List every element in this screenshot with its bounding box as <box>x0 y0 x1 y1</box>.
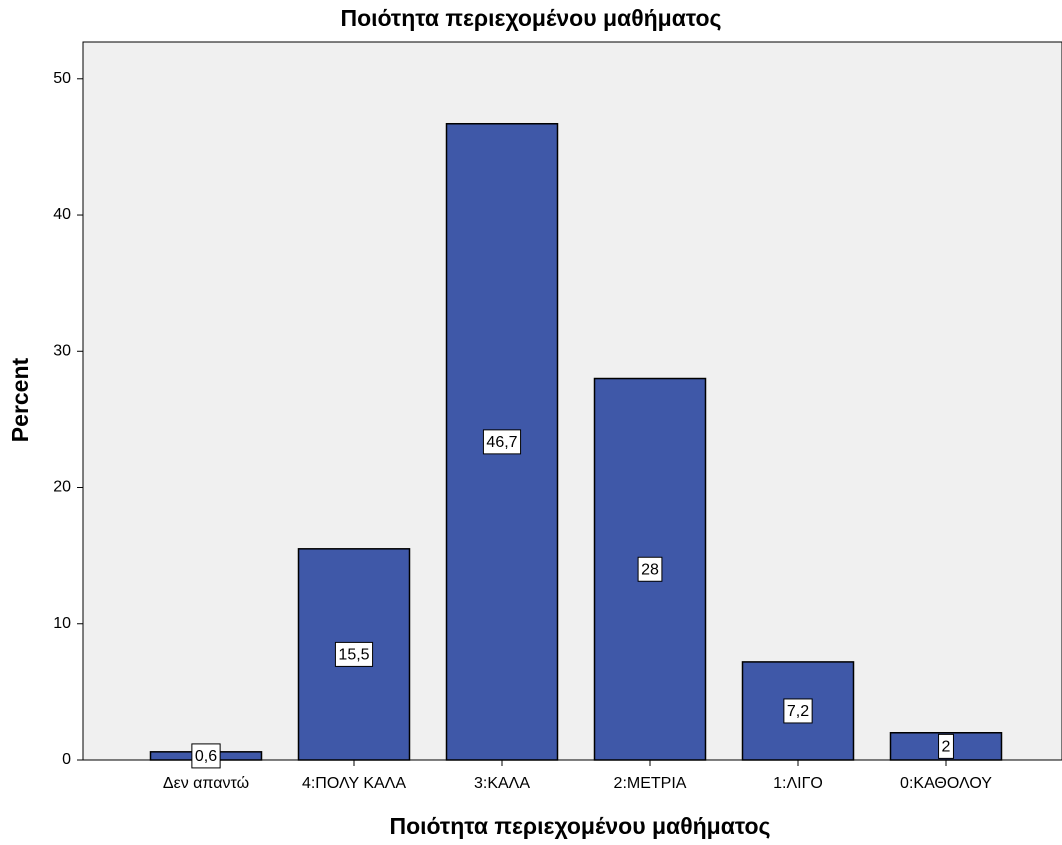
data-label-box <box>783 698 813 724</box>
data-label: 15,5 <box>338 647 369 664</box>
y-tick-label: 30 <box>53 342 71 359</box>
data-label-box <box>637 556 663 582</box>
x-tick-label: 1:ΛΙΓΟ <box>773 775 823 792</box>
x-tick-label: 0:ΚΑΘΟΛΟΥ <box>900 775 992 792</box>
x-axis-title: Ποιότητα περιεχομένου μαθήματος <box>389 813 770 839</box>
data-label: 2 <box>942 739 951 756</box>
y-tick-label: 40 <box>53 206 71 223</box>
y-axis-title: Percent <box>7 357 33 442</box>
data-label-box <box>191 743 221 769</box>
data-label: 7,2 <box>787 703 809 720</box>
data-label: 46,7 <box>486 434 517 451</box>
x-tick-label: Δεν απαντώ <box>163 775 249 792</box>
data-label-box <box>482 429 522 455</box>
data-label: 28 <box>641 561 659 578</box>
data-label-box <box>938 733 954 759</box>
data-label-box <box>334 641 374 667</box>
data-label: 0,6 <box>195 748 217 765</box>
y-tick-label: 0 <box>62 751 71 768</box>
chart-title: Ποιότητα περιεχομένου μαθήματος <box>340 5 721 31</box>
x-tick-label: 3:ΚΑΛΑ <box>474 775 530 792</box>
y-tick-label: 50 <box>53 70 71 87</box>
plot-area <box>82 41 1062 761</box>
x-tick-label: 4:ΠΟΛΥ ΚΑΛΑ <box>302 775 406 792</box>
y-tick-label: 20 <box>53 479 71 496</box>
y-tick-label: 10 <box>53 615 71 632</box>
x-tick-label: 2:ΜΕΤΡΙΑ <box>614 775 687 792</box>
